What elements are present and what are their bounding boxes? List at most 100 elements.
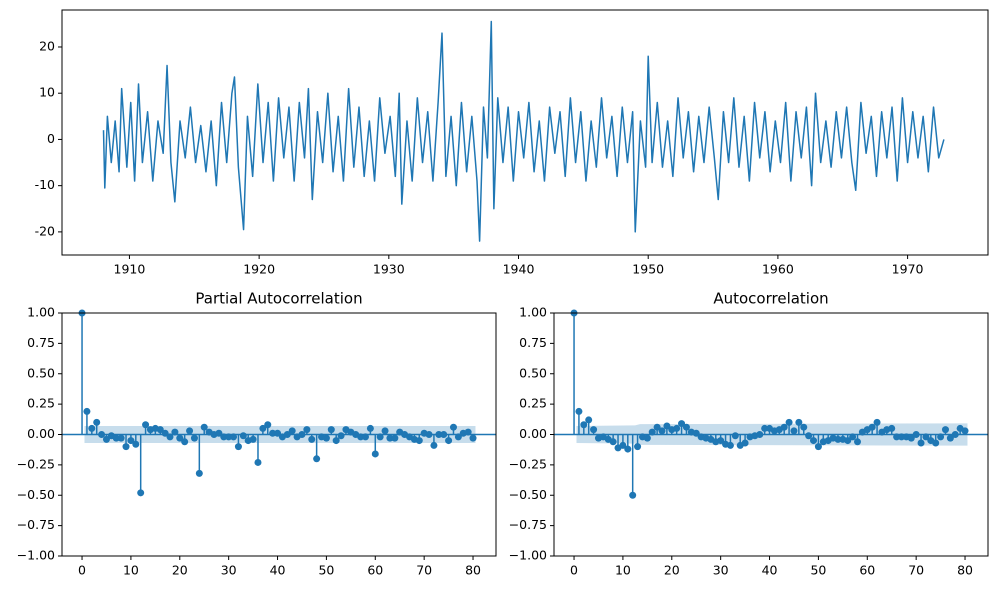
stem-marker [658, 427, 666, 435]
stem-marker [425, 431, 433, 438]
stem-marker [127, 437, 135, 445]
x-tick-label: 30 [221, 563, 237, 578]
y-tick-label: −1.00 [509, 548, 547, 563]
y-tick-label: 0 [47, 131, 55, 146]
x-tick-label: 30 [713, 563, 729, 578]
stem-marker [888, 424, 896, 432]
stem-marker [381, 427, 389, 435]
y-tick-label: 20 [39, 38, 55, 53]
chart-title: Autocorrelation [713, 290, 828, 308]
stem-marker [634, 443, 642, 451]
stem-marker [264, 421, 272, 429]
stem-marker [873, 418, 881, 426]
stem-marker [780, 423, 788, 431]
stem-marker [254, 458, 262, 466]
stem-marker [609, 438, 617, 446]
stem-marker [849, 433, 857, 441]
stem-marker [156, 426, 164, 434]
stem-marker [951, 431, 959, 438]
stem-marker [741, 439, 749, 447]
x-tick-label: 1930 [373, 262, 405, 277]
stem-marker [961, 427, 969, 435]
stem-marker [897, 433, 905, 441]
stem-marker [386, 434, 394, 442]
stem-marker [937, 433, 945, 441]
x-tick-label: 60 [859, 563, 875, 578]
stem-marker [678, 420, 686, 428]
stem-marker [785, 418, 793, 426]
y-tick-label: 0.00 [519, 426, 547, 441]
x-tick-label: 1960 [762, 262, 794, 277]
stem-marker [726, 441, 734, 449]
stem-marker [469, 434, 477, 442]
stem-marker [912, 431, 920, 438]
stem-marker [225, 433, 233, 441]
axes-frame [61, 9, 989, 256]
x-tick-label: 50 [318, 563, 334, 578]
x-tick-label: 70 [416, 563, 432, 578]
series-line [102, 20, 945, 242]
stem-marker [112, 434, 120, 442]
stem-marker [682, 423, 690, 431]
stem-marker [619, 441, 627, 449]
stem-marker [313, 455, 321, 463]
stem-marker [917, 439, 925, 447]
y-tick-label: 0.00 [27, 426, 55, 441]
stem-marker [454, 433, 462, 441]
stem-marker [83, 407, 91, 415]
stem-marker [580, 421, 588, 429]
y-tick-label: −0.75 [509, 517, 547, 532]
stem-marker [629, 491, 637, 499]
y-tick-label: -20 [35, 223, 55, 238]
y-tick-label: 0.75 [519, 335, 547, 350]
stem-marker [946, 434, 954, 442]
y-tick-label: -10 [35, 177, 55, 192]
stem-marker [322, 434, 330, 442]
stem-marker [941, 426, 949, 434]
stem-marker [790, 427, 798, 435]
stem-marker [337, 432, 345, 440]
stem-marker [893, 433, 901, 441]
stem-marker [93, 418, 101, 426]
stem-marker [415, 437, 423, 445]
stem-marker [362, 433, 370, 441]
x-tick-label: 0 [78, 563, 86, 578]
stem-marker [464, 428, 472, 436]
x-tick-label: 40 [762, 563, 778, 578]
x-tick-label: 10 [123, 563, 139, 578]
x-tick-label: 20 [172, 563, 188, 578]
stem-marker [283, 431, 291, 438]
stem-marker [166, 433, 174, 441]
stem-marker [449, 423, 457, 431]
stem-marker [142, 421, 150, 429]
stem-marker [366, 424, 374, 432]
stem-marker [274, 429, 282, 437]
stem-marker [731, 432, 739, 440]
y-tick-label: 0.75 [27, 335, 55, 350]
x-tick-label: 10 [615, 563, 631, 578]
stem-marker [122, 443, 130, 451]
stem-marker [230, 433, 238, 441]
stem-marker [332, 437, 340, 445]
stem-marker [303, 426, 311, 434]
y-tick-label: 1.00 [27, 305, 55, 320]
y-tick-label: −1.00 [17, 548, 55, 563]
stem-marker [440, 431, 448, 438]
x-tick-label: 1950 [632, 262, 664, 277]
stem-marker [88, 424, 96, 432]
stem-marker [663, 422, 671, 430]
stem-marker [371, 450, 379, 458]
stem-marker [200, 423, 208, 431]
stem-marker [181, 438, 189, 446]
x-tick-label: 1940 [503, 262, 535, 277]
stem-marker [800, 423, 808, 431]
stem-marker [922, 433, 930, 441]
y-tick-label: 0.50 [519, 365, 547, 380]
stem-marker [653, 423, 661, 431]
y-tick-label: 0.50 [27, 365, 55, 380]
x-tick-label: 80 [465, 563, 481, 578]
x-tick-label: 1920 [243, 262, 275, 277]
stem-marker [795, 418, 803, 426]
stem-marker [137, 489, 145, 497]
stem-marker [234, 443, 242, 451]
